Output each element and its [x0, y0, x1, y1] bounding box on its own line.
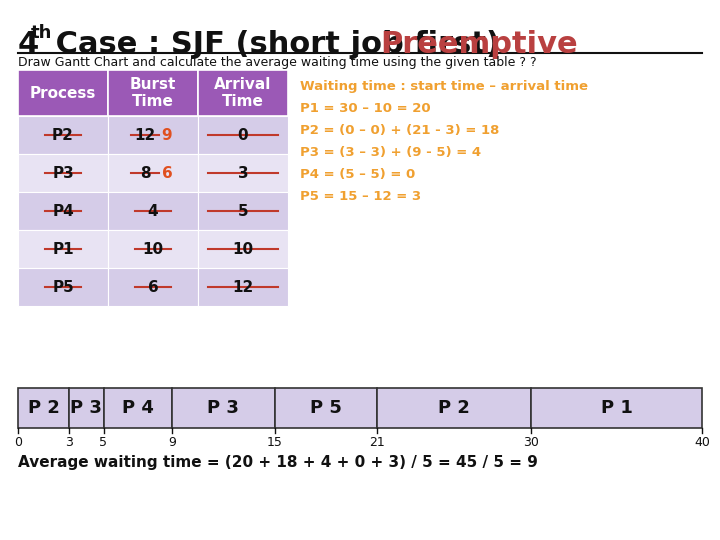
FancyBboxPatch shape: [172, 388, 274, 428]
FancyBboxPatch shape: [18, 70, 108, 116]
Text: P2 = (0 – 0) + (21 - 3) = 18: P2 = (0 – 0) + (21 - 3) = 18: [300, 124, 500, 137]
FancyBboxPatch shape: [18, 268, 108, 306]
FancyBboxPatch shape: [377, 388, 531, 428]
Text: Preemptive: Preemptive: [380, 30, 577, 59]
FancyBboxPatch shape: [108, 154, 198, 192]
Text: P5: P5: [52, 280, 74, 294]
Text: P 2: P 2: [438, 399, 470, 417]
FancyBboxPatch shape: [198, 154, 288, 192]
Text: P3: P3: [52, 165, 74, 180]
FancyBboxPatch shape: [198, 116, 288, 154]
FancyBboxPatch shape: [104, 388, 172, 428]
Text: 10: 10: [233, 241, 253, 256]
FancyBboxPatch shape: [18, 116, 108, 154]
Text: P4 = (5 – 5) = 0: P4 = (5 – 5) = 0: [300, 168, 415, 181]
Text: P2: P2: [52, 127, 74, 143]
Text: 10: 10: [143, 241, 163, 256]
Text: 6: 6: [161, 165, 172, 180]
Text: 9: 9: [168, 436, 176, 449]
Text: P5 = 15 – 12 = 3: P5 = 15 – 12 = 3: [300, 190, 421, 203]
FancyBboxPatch shape: [18, 388, 69, 428]
Text: 5: 5: [99, 436, 107, 449]
FancyBboxPatch shape: [108, 70, 198, 116]
FancyBboxPatch shape: [108, 230, 198, 268]
Text: 21: 21: [369, 436, 385, 449]
Text: Process: Process: [30, 85, 96, 100]
Text: Case : SJF (short job first): Case : SJF (short job first): [45, 30, 510, 59]
Text: th: th: [31, 24, 53, 42]
Text: P 4: P 4: [122, 399, 153, 417]
FancyBboxPatch shape: [274, 388, 377, 428]
Text: 3: 3: [66, 436, 73, 449]
FancyBboxPatch shape: [531, 388, 702, 428]
Text: P1: P1: [52, 241, 74, 256]
FancyBboxPatch shape: [18, 154, 108, 192]
Text: 0: 0: [14, 436, 22, 449]
FancyBboxPatch shape: [108, 192, 198, 230]
Text: P 3: P 3: [207, 399, 239, 417]
Text: P 3: P 3: [71, 399, 102, 417]
FancyBboxPatch shape: [108, 268, 198, 306]
Text: P 2: P 2: [27, 399, 60, 417]
FancyBboxPatch shape: [198, 230, 288, 268]
FancyBboxPatch shape: [198, 268, 288, 306]
Text: 30: 30: [523, 436, 539, 449]
Text: 6: 6: [148, 280, 158, 294]
FancyBboxPatch shape: [69, 388, 104, 428]
FancyBboxPatch shape: [198, 70, 288, 116]
Text: P3 = (3 – 3) + (9 - 5) = 4: P3 = (3 – 3) + (9 - 5) = 4: [300, 146, 481, 159]
Text: 4: 4: [148, 204, 158, 219]
Text: 0: 0: [238, 127, 248, 143]
Text: 8: 8: [140, 165, 150, 180]
Text: 12: 12: [135, 127, 156, 143]
FancyBboxPatch shape: [198, 192, 288, 230]
Text: Waiting time : start time – arrival time: Waiting time : start time – arrival time: [300, 80, 588, 93]
Text: P1 = 30 – 10 = 20: P1 = 30 – 10 = 20: [300, 102, 431, 115]
Text: 4: 4: [18, 30, 40, 59]
Text: 40: 40: [694, 436, 710, 449]
Text: 3: 3: [238, 165, 248, 180]
FancyBboxPatch shape: [18, 192, 108, 230]
Text: 9: 9: [162, 127, 172, 143]
Text: P 5: P 5: [310, 399, 342, 417]
Text: Arrival
Time: Arrival Time: [215, 77, 271, 109]
Text: Draw Gantt Chart and calculate the average waiting time using the given table ? : Draw Gantt Chart and calculate the avera…: [18, 56, 536, 69]
Text: Average waiting time = (20 + 18 + 4 + 0 + 3) / 5 = 45 / 5 = 9: Average waiting time = (20 + 18 + 4 + 0 …: [18, 455, 538, 470]
FancyBboxPatch shape: [108, 116, 198, 154]
Text: 5: 5: [238, 204, 248, 219]
Text: P4: P4: [52, 204, 74, 219]
Text: Burst
Time: Burst Time: [130, 77, 176, 109]
Text: 15: 15: [266, 436, 282, 449]
Text: 12: 12: [233, 280, 253, 294]
FancyBboxPatch shape: [18, 230, 108, 268]
Text: P 1: P 1: [600, 399, 632, 417]
